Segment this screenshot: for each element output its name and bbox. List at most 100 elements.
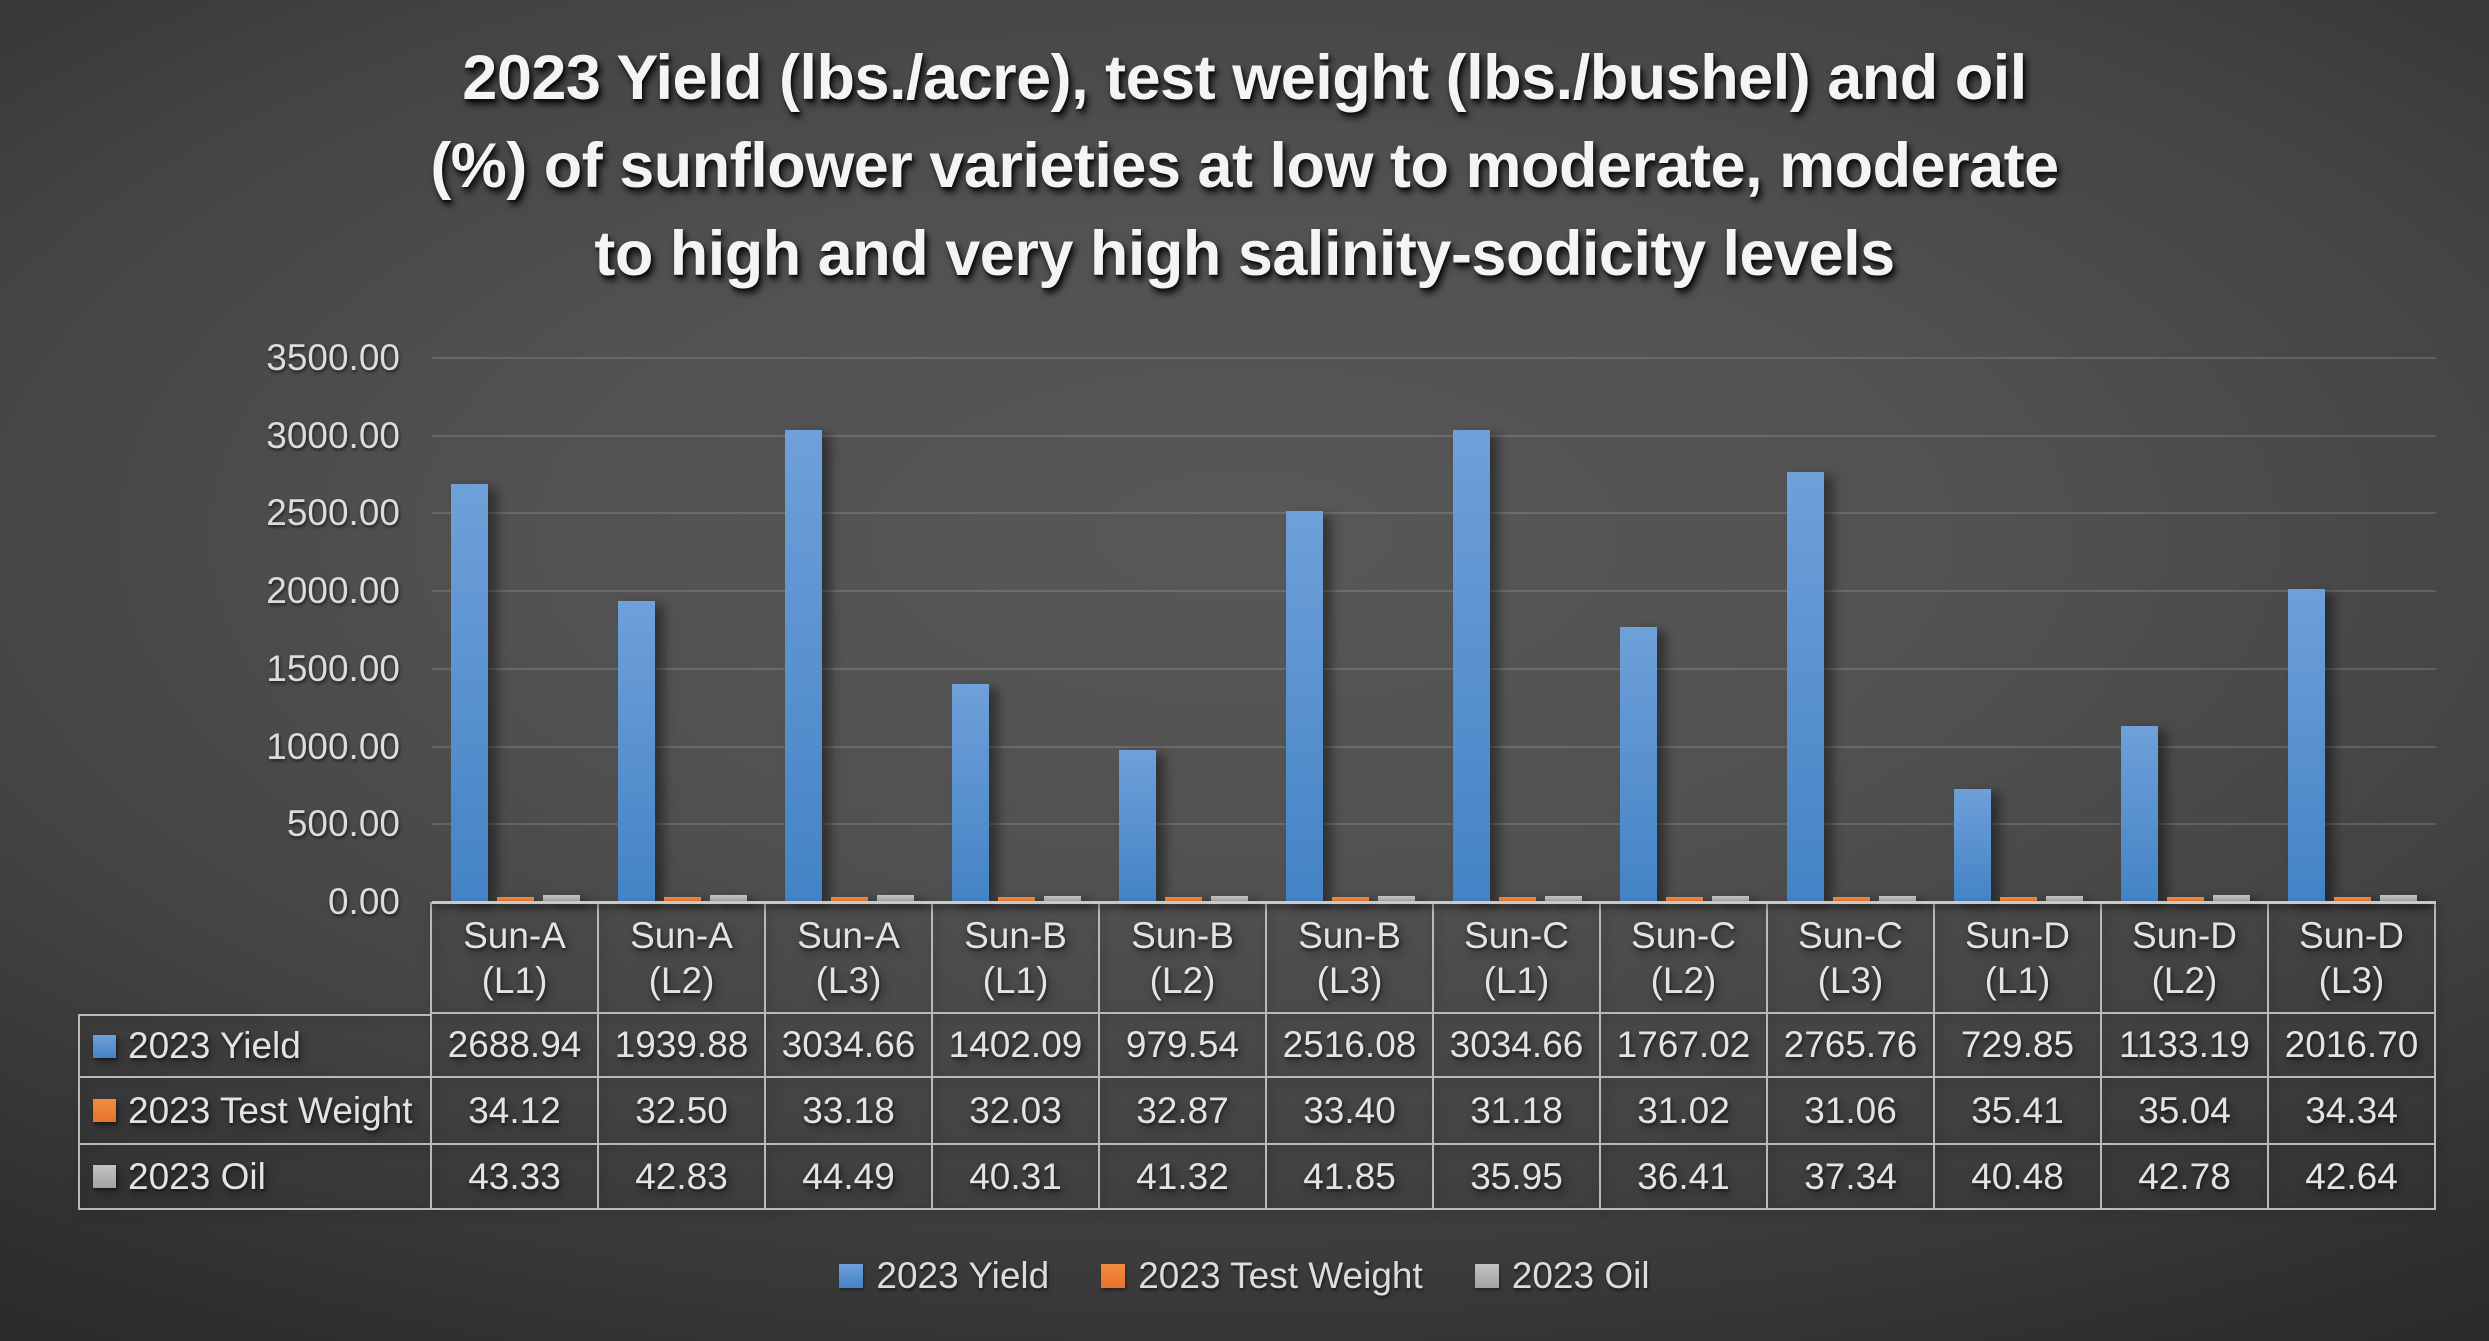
category-label-line: Sun-A	[463, 915, 566, 956]
2023-test-weight-bar	[2000, 896, 2037, 902]
table-value-cell: 1133.19	[2102, 1014, 2269, 1078]
category-header-cell: Sun-C (L3)	[1768, 902, 1935, 1014]
category-label-line: Sun-B	[964, 915, 1067, 956]
2023-oil-bar	[1879, 896, 1916, 902]
series-row-label: 2023 Oil	[78, 1145, 432, 1210]
table-value-cell: 36.41	[1601, 1145, 1768, 1210]
category-label: Sun-B (L1)	[964, 913, 1067, 1003]
gridline	[432, 512, 2436, 515]
y-tick-label: 3500.00	[266, 337, 400, 378]
2023-test-weight-bar	[664, 896, 701, 902]
2023-yield-bar	[1620, 627, 1657, 902]
2023-oil-bar	[2380, 895, 2417, 902]
table-value-cell: 44.49	[766, 1145, 933, 1210]
category-label-line: Sun-C	[1798, 915, 1903, 956]
bar-group-sun-c-l2-	[1601, 358, 1768, 902]
category-label-line: (L3)	[815, 960, 882, 1001]
legend: 2023 Yield 2023 Test Weight 2023 Oil	[0, 1248, 2489, 1304]
bar-group-sun-a-l3-	[766, 358, 933, 902]
series-row-label: 2023 Test Weight	[78, 1078, 432, 1145]
2023-test-weight-bar	[2167, 896, 2204, 902]
category-label-line: (L2)	[1650, 960, 1717, 1001]
legend-item-2023-test-weight: 2023 Test Weight	[1101, 1255, 1423, 1297]
series-name: 2023 Test Weight	[128, 1089, 413, 1131]
2023-yield-bar	[2121, 725, 2158, 902]
table-value-cell: 31.02	[1601, 1078, 1768, 1145]
category-label-line: Sun-B	[1298, 915, 1401, 956]
category-label-line: (L1)	[481, 960, 548, 1001]
2023-yield-bar	[1453, 430, 1490, 902]
series-name: 2023 Oil	[128, 1155, 266, 1197]
category-header-cell: Sun-D (L1)	[1935, 902, 2102, 1014]
2023-oil-bar	[710, 895, 747, 902]
2023-yield-bar	[1954, 788, 1991, 902]
table-value-cell: 1939.88	[599, 1014, 766, 1078]
category-label-line: (L3)	[1817, 960, 1884, 1001]
category-header-cell: Sun-A (L3)	[766, 902, 933, 1014]
category-label: Sun-D (L1)	[1965, 913, 2070, 1003]
2023-oil-bar	[543, 895, 580, 902]
2023-yield-bar	[2288, 588, 2325, 902]
legend-swatch	[1101, 1264, 1126, 1288]
category-label-line: (L3)	[1316, 960, 1383, 1001]
legend-item-2023-yield: 2023 Yield	[839, 1255, 1049, 1297]
series-swatch	[93, 1165, 116, 1188]
2023-oil-bar	[1211, 895, 1248, 902]
table-value-cell: 34.12	[432, 1078, 599, 1145]
table-value-cell: 42.78	[2102, 1145, 2269, 1210]
2023-yield-bar	[785, 430, 822, 902]
table-value-cell: 42.64	[2269, 1145, 2436, 1210]
chart-title: 2023 Yield (lbs./acre), test weight (lbs…	[0, 34, 2489, 298]
2023-yield-bar	[1119, 749, 1156, 902]
category-header-cell: Sun-A (L1)	[432, 902, 599, 1014]
2023-test-weight-bar	[1165, 896, 1202, 902]
table-value-cell: 1767.02	[1601, 1014, 1768, 1078]
table-value-cell: 2688.94	[432, 1014, 599, 1078]
legend-swatch	[839, 1264, 864, 1288]
2023-yield-bar	[618, 600, 655, 902]
2023-yield-bar	[451, 484, 488, 902]
table-value-cell: 40.31	[933, 1145, 1100, 1210]
2023-oil-bar	[877, 895, 914, 902]
table-value-cell: 37.34	[1768, 1145, 1935, 1210]
2023-oil-bar	[1712, 896, 1749, 902]
legend-label: 2023 Yield	[876, 1255, 1050, 1296]
table-value-cell: 3034.66	[766, 1014, 933, 1078]
bars-layer	[432, 358, 2436, 902]
category-label: Sun-B (L3)	[1298, 913, 1401, 1003]
legend-swatch	[1474, 1264, 1499, 1288]
category-label-line: Sun-A	[797, 915, 900, 956]
category-label-line: Sun-D	[1965, 915, 2070, 956]
category-label: Sun-C (L3)	[1798, 913, 1903, 1003]
2023-test-weight-bar	[1666, 897, 1703, 902]
table-value-cell: 35.95	[1434, 1145, 1601, 1210]
table-value-cell: 3034.66	[1434, 1014, 1601, 1078]
table-value-cell: 729.85	[1935, 1014, 2102, 1078]
gridline	[432, 357, 2436, 359]
chart-title-line-3: to high and very high salinity-sodicity …	[594, 219, 1895, 289]
category-label: Sun-C (L1)	[1464, 913, 1569, 1003]
y-tick-label: 3000.00	[266, 414, 400, 456]
y-tick-label: 0.00	[327, 881, 400, 922]
y-tick-label: 2500.00	[266, 492, 400, 534]
category-header-cell: Sun-B (L1)	[933, 902, 1100, 1014]
gridline	[432, 823, 2436, 826]
table-value-cell: 41.85	[1267, 1145, 1434, 1210]
category-label-line: Sun-C	[1464, 915, 1569, 956]
table-value-cell: 32.50	[599, 1078, 766, 1145]
series-swatch	[93, 1034, 116, 1058]
gridline	[432, 745, 2436, 748]
category-label: Sun-A (L1)	[463, 913, 566, 1003]
y-axis-labels: 3500.00 3000.00 2500.00 2000.00 1500.00 1000.…	[0, 337, 400, 922]
2023-test-weight-bar	[1833, 897, 1870, 902]
category-label-line: Sun-A	[630, 915, 733, 956]
category-header-cell: Sun-A (L2)	[599, 902, 766, 1014]
category-label: Sun-C (L2)	[1631, 913, 1736, 1003]
y-tick-label: 1000.00	[266, 725, 400, 767]
2023-test-weight-bar	[1499, 897, 1536, 902]
bar-group-sun-a-l1-	[432, 358, 599, 902]
table-value-cell: 43.33	[432, 1145, 599, 1210]
bar-group-sun-c-l1-	[1434, 358, 1601, 902]
y-tick-label: 2000.00	[266, 570, 400, 612]
